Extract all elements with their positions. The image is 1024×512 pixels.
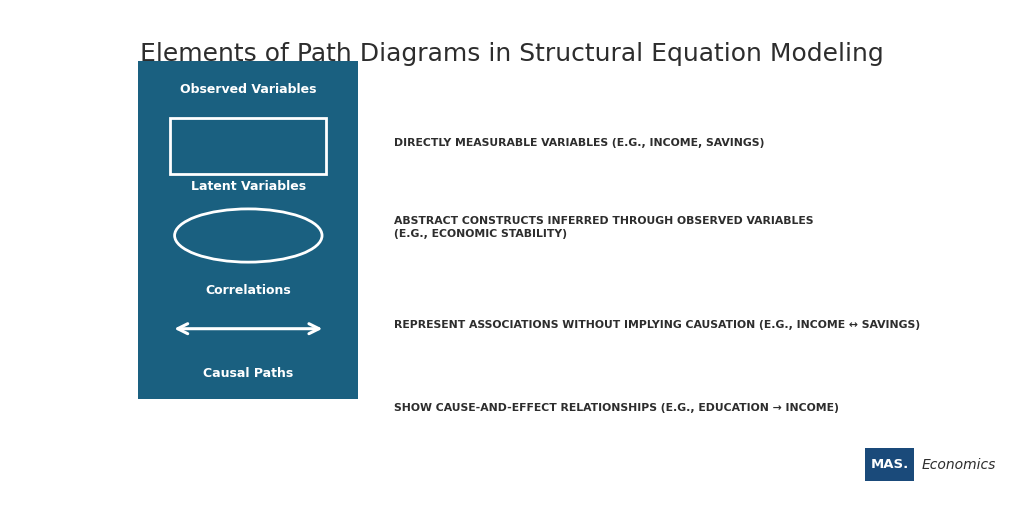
Text: Latent Variables: Latent Variables	[190, 180, 306, 194]
Text: Correlations: Correlations	[206, 284, 291, 297]
Bar	[865, 448, 914, 481]
Text: SHOW CAUSE-AND-EFFECT RELATIONSHIPS (E.G., EDUCATION → INCOME): SHOW CAUSE-AND-EFFECT RELATIONSHIPS (E.G…	[394, 403, 839, 413]
Bar	[170, 118, 326, 174]
Text: ABSTRACT CONSTRUCTS INFERRED THROUGH OBSERVED VARIABLES
(E.G., ECONOMIC STABILIT: ABSTRACT CONSTRUCTS INFERRED THROUGH OBS…	[394, 216, 814, 240]
Text: DIRECTLY MEASURABLE VARIABLES (E.G., INCOME, SAVINGS): DIRECTLY MEASURABLE VARIABLES (E.G., INC…	[394, 138, 765, 148]
Text: Elements of Path Diagrams in Structural Equation Modeling: Elements of Path Diagrams in Structural …	[140, 42, 884, 66]
Bar	[138, 61, 358, 399]
Text: REPRESENT ASSOCIATIONS WITHOUT IMPLYING CAUSATION (E.G., INCOME ↔ SAVINGS): REPRESENT ASSOCIATIONS WITHOUT IMPLYING …	[394, 320, 921, 330]
Text: MAS.: MAS.	[870, 458, 909, 471]
Ellipse shape	[174, 209, 322, 262]
Text: Observed Variables: Observed Variables	[180, 83, 316, 96]
Text: Economics: Economics	[922, 458, 996, 472]
Text: Causal Paths: Causal Paths	[203, 367, 294, 380]
